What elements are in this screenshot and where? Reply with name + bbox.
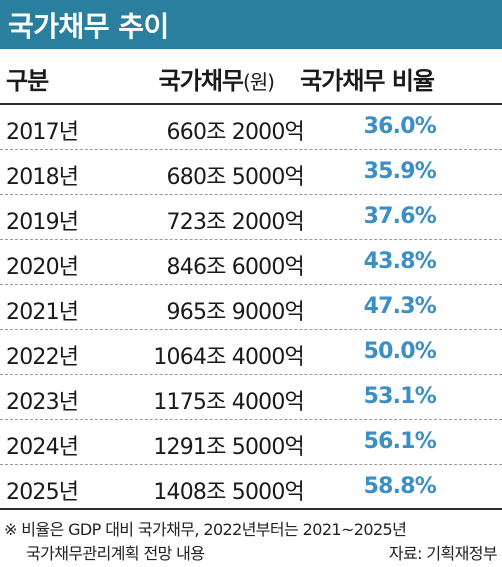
row-year: 2021년	[6, 300, 79, 325]
row-ratio: 43.8%	[363, 249, 437, 274]
row-debt: 965조 9000억	[166, 300, 305, 325]
footnote: ※ 비율은 GDP 대비 국가채무, 2022년부터는 2021~2025년 국…	[4, 516, 499, 564]
table-row: 2021년 965조 9000억 47.3%	[0, 285, 502, 330]
header-ratio: 국가채무 비율	[300, 66, 435, 95]
row-ratio: 53.1%	[363, 384, 437, 409]
row-debt: 660조 2000억	[166, 120, 305, 145]
header-debt-unit: (원)	[242, 69, 275, 94]
header-debt: 국가채무(원)	[158, 61, 275, 96]
table-body: 2017년 660조 2000억 36.0% 2018년 680조 5000억 …	[0, 105, 502, 510]
table-row: 2025년 1408조 5000억 58.8%	[0, 465, 502, 510]
source-credit: 자료: 기획재정부	[388, 544, 498, 563]
row-year: 2020년	[6, 255, 79, 280]
row-ratio: 37.6%	[363, 204, 437, 229]
footnote-line-1: ※ 비율은 GDP 대비 국가채무, 2022년부터는 2021~2025년	[4, 520, 407, 539]
row-year: 2022년	[6, 345, 79, 370]
header-debt-label: 국가채무	[158, 66, 244, 95]
title-bar: 국가채무 추이	[0, 0, 502, 49]
row-debt: 846조 6000억	[166, 255, 305, 280]
table-header: 구분 국가채무(원) 국가채무 비율	[0, 56, 502, 100]
table-row: 2017년 660조 2000억 36.0%	[0, 105, 502, 150]
row-year: 2023년	[6, 390, 79, 415]
table-row: 2020년 846조 6000억 43.8%	[0, 240, 502, 285]
row-debt: 1291조 5000억	[153, 435, 304, 460]
row-year: 2017년	[6, 120, 79, 145]
footnote-line-2-container: 국가채무관리계획 전망 내용 자료: 기획재정부	[4, 540, 499, 564]
row-ratio: 36.0%	[363, 114, 437, 139]
row-ratio: 56.1%	[363, 429, 437, 454]
row-debt: 723조 2000억	[166, 210, 305, 235]
row-debt: 1064조 4000억	[153, 345, 304, 370]
row-year: 2025년	[6, 480, 79, 505]
row-debt: 680조 5000억	[166, 165, 305, 190]
table-row: 2023년 1175조 4000억 53.1%	[0, 375, 502, 420]
row-year: 2019년	[6, 210, 79, 235]
row-year: 2024년	[6, 435, 79, 460]
row-ratio: 50.0%	[363, 339, 437, 364]
row-debt: 1175조 4000억	[153, 390, 304, 415]
header-divider	[0, 103, 502, 105]
row-year: 2018년	[6, 165, 79, 190]
header-category: 구분	[6, 66, 49, 95]
table-row: 2018년 680조 5000억 35.9%	[0, 150, 502, 195]
table-row: 2022년 1064조 4000억 50.0%	[0, 330, 502, 375]
page-title: 국가채무 추이	[8, 9, 169, 43]
row-ratio: 58.8%	[363, 474, 437, 499]
footnote-line-2: 국가채무관리계획 전망 내용	[26, 544, 205, 563]
table-row: 2019년 723조 2000억 37.6%	[0, 195, 502, 240]
row-debt: 1408조 5000억	[153, 480, 304, 505]
row-ratio: 35.9%	[363, 159, 437, 184]
table-row: 2024년 1291조 5000억 56.1%	[0, 420, 502, 465]
row-ratio: 47.3%	[363, 294, 437, 319]
